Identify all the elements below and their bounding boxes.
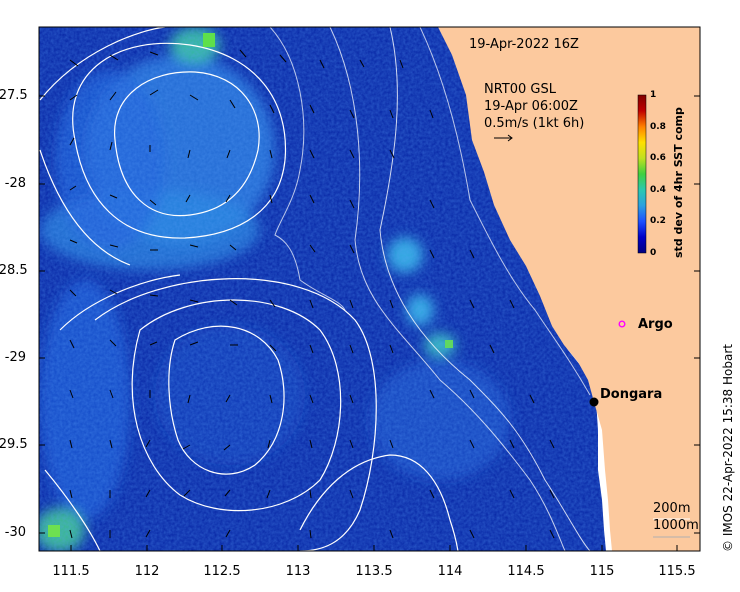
argo-label: Argo	[638, 317, 673, 332]
x-tick-label: 111.5	[52, 564, 90, 579]
colorbar-tick: 0	[650, 248, 657, 258]
y-tick-label: -27.5	[0, 88, 28, 103]
current-time-label: 19-Apr 06:00Z	[484, 99, 578, 114]
current-scale-arrow	[494, 134, 513, 142]
map-date-label: 19-Apr-2022 16Z	[469, 37, 579, 52]
legend-200m-label: 200m	[653, 501, 691, 516]
plot-frame	[38, 26, 701, 552]
colorbar-tick: 1	[650, 90, 657, 100]
x-tick-label: 113.5	[355, 564, 393, 579]
x-tick-label: 115	[589, 564, 615, 579]
y-tick-label: -29.5	[0, 437, 28, 452]
x-tick-label: 112	[134, 564, 160, 579]
x-tick-label: 112.5	[203, 564, 241, 579]
x-tick-label: 113	[285, 564, 311, 579]
land-western-australia	[438, 27, 700, 551]
current-product-label: NRT00 GSL	[484, 82, 556, 97]
argo-float-marker	[618, 320, 626, 328]
x-tick-label: 114.5	[507, 564, 545, 579]
y-tick-label: -30	[4, 525, 26, 540]
high-variability-spot	[48, 525, 60, 537]
current-scale-label: 0.5m/s (1kt 6h)	[484, 116, 585, 131]
axis-ticks	[39, 95, 700, 551]
colorbar-tick: 0.2	[650, 216, 666, 226]
legend-1000m-label: 1000m	[653, 518, 699, 533]
dongara-marker	[589, 397, 599, 407]
y-tick-label: -28	[4, 176, 26, 191]
isobath-contours	[269, 27, 591, 551]
imos-credit: © IMOS 22-Apr-2022 15:38 Hobart	[721, 344, 735, 552]
colorbar-tick: 0.6	[650, 153, 666, 163]
map-plot-area	[39, 27, 700, 551]
y-tick-label: -29	[4, 350, 26, 365]
colorbar-tick: 0.4	[650, 185, 666, 195]
y-tick-label: -28.5	[0, 263, 28, 278]
x-tick-label: 114	[437, 564, 463, 579]
dongara-label: Dongara	[600, 387, 663, 402]
high-variability-spot	[203, 33, 215, 47]
colorbar-label: std dev of 4hr SST comp	[672, 107, 685, 258]
high-variability-spot	[445, 340, 453, 348]
colorbar-gradient	[637, 94, 647, 254]
current-vectors	[69, 49, 555, 539]
sea-level-contours	[39, 27, 459, 551]
x-tick-label: 115.5	[658, 564, 696, 579]
colorbar-tick: 0.8	[650, 122, 666, 132]
